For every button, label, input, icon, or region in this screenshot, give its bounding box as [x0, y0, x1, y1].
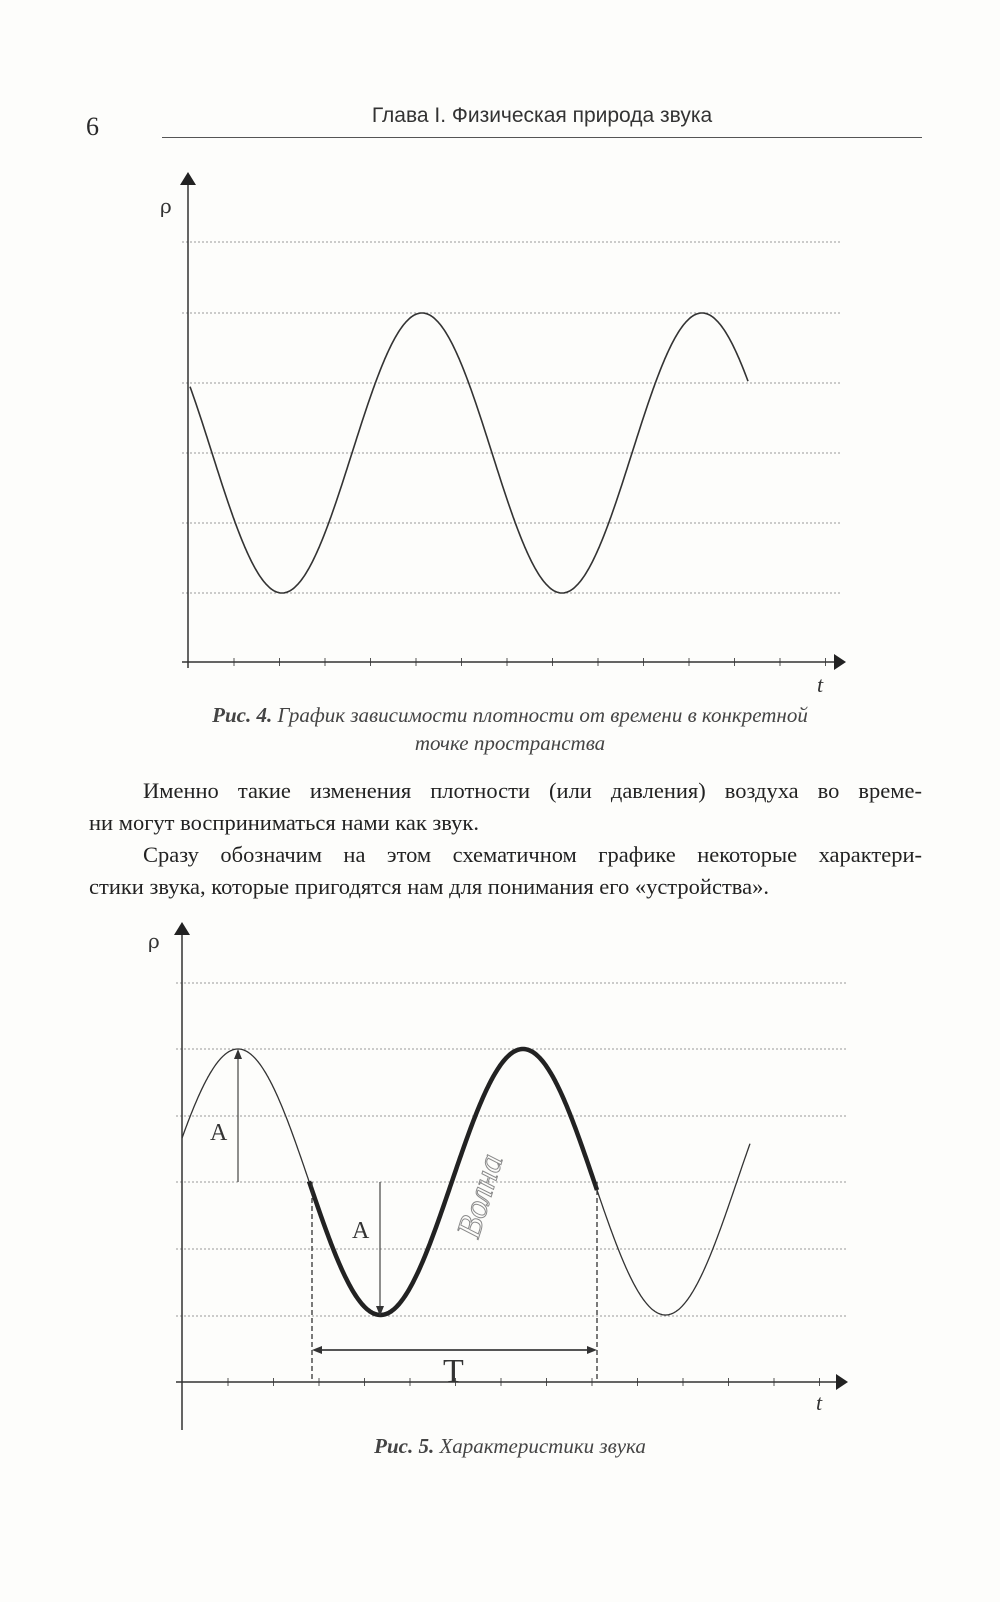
page-number: 6: [86, 112, 99, 141]
running-head: Глава I. Физическая природа звука: [371, 104, 713, 127]
x-axis-arrow-icon: [836, 1374, 848, 1390]
y-axis-label: ρ: [160, 194, 172, 218]
paragraph-line: Именно такие изменения плотности (или да…: [143, 778, 922, 803]
arrow-up-icon: [234, 1049, 242, 1059]
y-axis-arrow-icon: [180, 172, 196, 185]
paragraph-line: ни могут восприниматься нами как звук.: [89, 810, 479, 835]
paragraph-line: Сразу обозначим на этом схематичном граф…: [143, 842, 922, 867]
arrow-left-icon: [312, 1346, 322, 1354]
amplitude-label-1: A: [210, 1120, 228, 1146]
caption-text: Характеристики звука: [439, 1434, 646, 1458]
paragraph-1: Именно такие изменения плотности (или да…: [89, 775, 922, 839]
caption-label: Рис. 4.: [212, 703, 273, 727]
x-axis-arrow-icon: [834, 654, 846, 670]
caption-label: Рис. 5.: [374, 1434, 435, 1458]
y-axis-arrow-icon: [174, 922, 190, 935]
grid-lines: [176, 982, 846, 1317]
caption-text-2: точке пространства: [414, 731, 606, 755]
paragraph-2: Сразу обозначим на этом схематичном граф…: [89, 839, 922, 903]
figure-5-caption: Рис. 5. Характеристики звука: [150, 1432, 870, 1460]
x-axis-label: t: [816, 1390, 823, 1415]
paragraph-line: стики звука, которые пригодятся нам для …: [89, 874, 769, 899]
header-rule: [162, 137, 922, 138]
grid-lines: [182, 241, 840, 594]
density-wave-curve: [189, 312, 749, 594]
arrow-down-icon: [376, 1306, 384, 1316]
caption-text: График зависимости плотности от времени …: [277, 703, 808, 727]
y-axis-label: ρ: [148, 929, 160, 953]
arrow-right-icon: [587, 1346, 597, 1354]
x-axis-label: t: [817, 672, 824, 697]
period-label: T: [443, 1353, 464, 1390]
amplitude-label-2: A: [352, 1218, 370, 1244]
one-wave-highlight: [306, 1046, 600, 1318]
figure-4-caption: Рис. 4. График зависимости плотности от …: [150, 701, 870, 757]
